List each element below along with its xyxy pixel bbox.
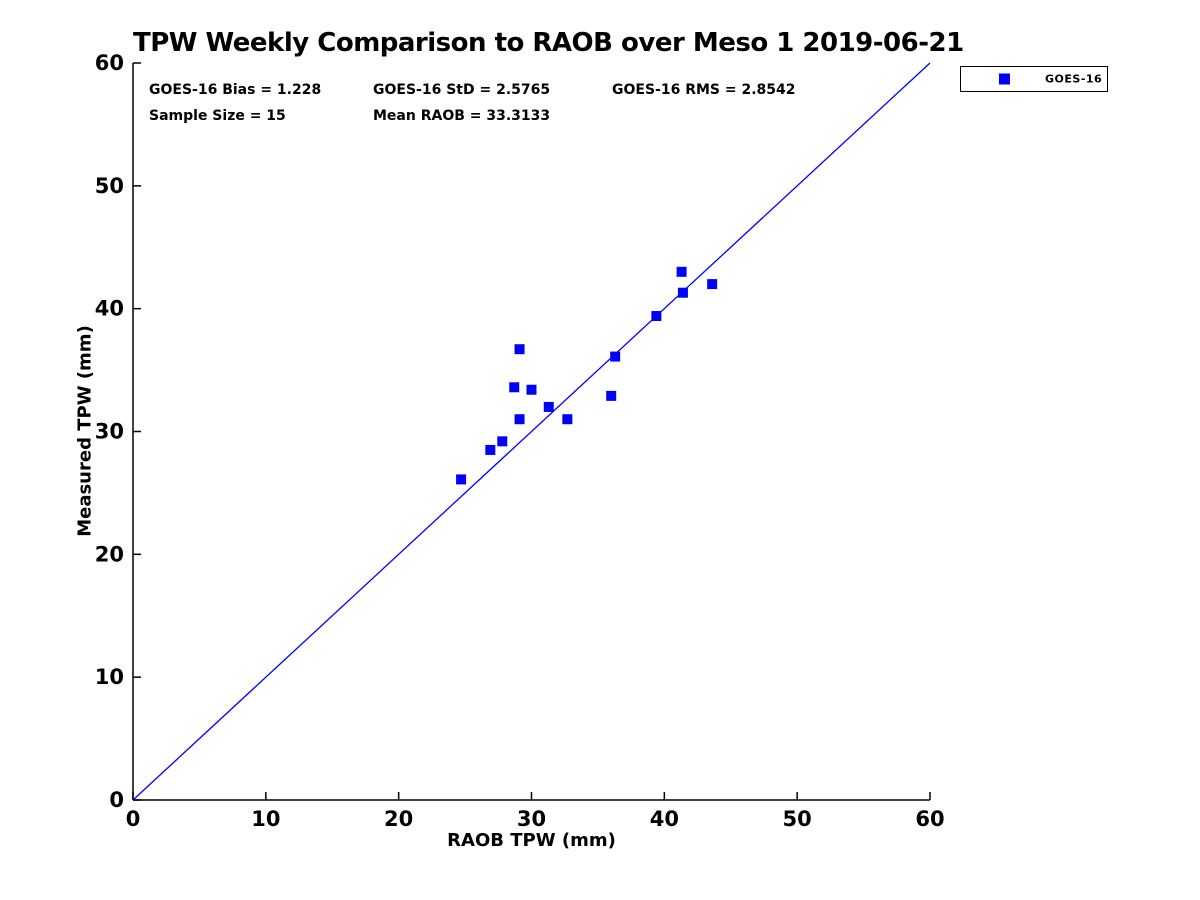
data-point-marker bbox=[676, 266, 687, 277]
data-point-marker bbox=[543, 401, 554, 412]
y-tick-label: 0 bbox=[109, 788, 124, 812]
x-axis-label: RAOB TPW (mm) bbox=[447, 830, 616, 851]
legend-square-marker-icon bbox=[999, 73, 1010, 85]
legend-label: GOES-16 bbox=[1045, 72, 1103, 86]
legend: GOES-16 bbox=[960, 66, 1108, 92]
data-point-marker bbox=[497, 436, 508, 447]
stat-sample-size: Sample Size = 15 bbox=[149, 108, 286, 124]
x-tick-label: 50 bbox=[783, 807, 812, 831]
stat-mean-raob: Mean RAOB = 33.3133 bbox=[373, 108, 551, 124]
data-point-marker bbox=[514, 414, 525, 425]
x-tick-label: 20 bbox=[384, 807, 413, 831]
data-point-marker bbox=[485, 444, 496, 455]
chart-title: TPW Weekly Comparison to RAOB over Meso … bbox=[133, 28, 964, 58]
data-point-marker bbox=[456, 474, 467, 485]
y-tick-label: 30 bbox=[95, 420, 124, 444]
y-tick-label: 20 bbox=[95, 542, 124, 566]
stat-std: GOES-16 StD = 2.5765 bbox=[373, 82, 551, 98]
data-point-marker bbox=[509, 382, 520, 393]
data-point-marker bbox=[562, 414, 573, 425]
identity-line bbox=[132, 62, 931, 801]
x-tick-label: 30 bbox=[517, 807, 546, 831]
x-tick-label: 60 bbox=[915, 807, 944, 831]
x-tick-label: 10 bbox=[251, 807, 280, 831]
y-tick-label: 10 bbox=[95, 665, 124, 689]
y-tick-label: 60 bbox=[95, 51, 124, 75]
data-point-marker bbox=[606, 390, 617, 401]
x-tick-label: 40 bbox=[650, 807, 679, 831]
data-point-marker bbox=[610, 351, 621, 362]
data-point-marker bbox=[707, 279, 718, 290]
y-tick-label: 40 bbox=[95, 297, 124, 321]
y-axis-label: Measured TPW (mm) bbox=[74, 325, 96, 537]
stat-rms: GOES-16 RMS = 2.8542 bbox=[612, 82, 796, 98]
data-point-marker bbox=[651, 311, 662, 322]
data-point-marker bbox=[514, 344, 525, 355]
stat-bias: GOES-16 Bias = 1.228 bbox=[149, 82, 322, 98]
x-tick-label: 0 bbox=[126, 807, 141, 831]
y-tick-label: 50 bbox=[95, 174, 124, 198]
data-point-marker bbox=[677, 287, 688, 298]
data-point-marker bbox=[526, 384, 537, 395]
